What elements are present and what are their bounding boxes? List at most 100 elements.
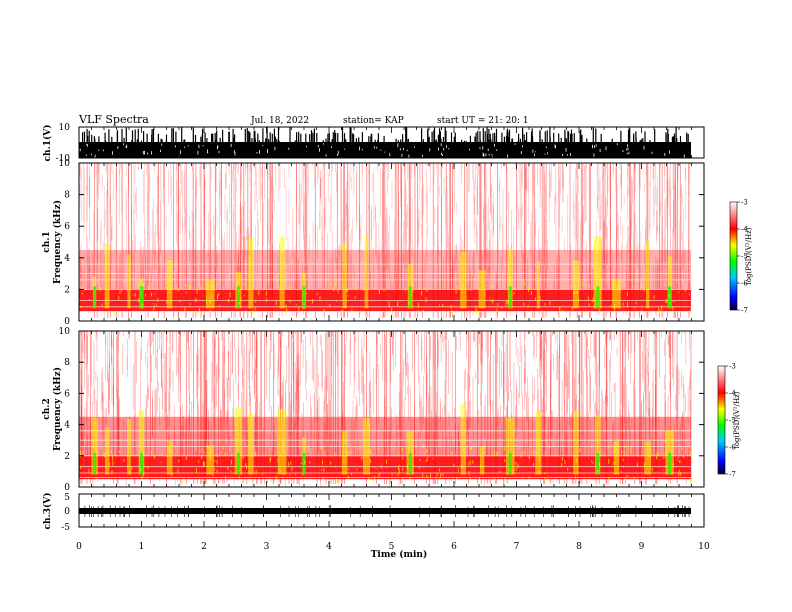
spec2-burst	[644, 441, 652, 475]
spec1-midband	[79, 249, 691, 290]
ch3-ytick-mid: 0	[64, 507, 70, 517]
x-axis-tick-label: 4	[326, 542, 332, 552]
spec2-burst	[573, 410, 579, 475]
spec1-burst	[612, 279, 621, 309]
spec2-burst	[595, 415, 601, 475]
ch3-ytick-top: 5	[64, 493, 70, 503]
ch2-spectrogram-ylabel-channel: ch.2	[42, 398, 52, 419]
x-axis-tick-label: 10	[698, 542, 710, 552]
x-axis-tick-labels: 0 1 2 3 4 5 6 7 8 9 10	[76, 542, 710, 552]
ch2-colorbar-ticks: -3 -4 -5 -6 -7	[725, 363, 736, 479]
ch1-spectrogram-yticks: 0 2 4 6 8 10	[59, 159, 704, 327]
x-axis-tick-label: 5	[389, 542, 395, 552]
ch2-spectrogram-ytick-label: 8	[64, 358, 70, 368]
ch1-waveform-gaps	[79, 143, 685, 159]
spec2-low-dots	[80, 445, 692, 484]
ch1-colorbar	[729, 201, 738, 311]
ch3-waveform-trace	[79, 508, 691, 514]
x-axis-tick-label: 9	[639, 542, 645, 552]
x-axis-tick-label: 3	[264, 542, 270, 552]
spec2-burst-core	[668, 452, 672, 475]
spec1-burst-core	[302, 286, 306, 309]
ch2-spectrogram-ytick-label: 2	[64, 452, 70, 462]
spec2-burst	[206, 445, 214, 475]
spec2-burst	[505, 417, 515, 475]
spec1-burst	[536, 261, 540, 309]
ch2-spectrogram-yticks: 0 2 4 6 8 10	[59, 327, 704, 493]
x-axis-tick-label: 8	[576, 542, 582, 552]
ch2-spectrogram-ytick-label: 10	[59, 327, 71, 337]
spec1-burst	[364, 235, 369, 309]
x-axis-tick-label: 2	[201, 542, 207, 552]
spec2-burst	[91, 417, 98, 475]
chart-title: VLF Spectra	[78, 113, 149, 126]
spec1-low-dots	[79, 276, 692, 315]
ch1-ytick-top: 10	[59, 123, 71, 133]
spec2-burst	[460, 403, 466, 475]
spec2-burst	[535, 411, 542, 475]
spec1-burst	[478, 270, 486, 309]
station-label: station= KAP	[343, 116, 404, 126]
spec2-burst	[363, 417, 370, 475]
ch1-spectrogram-ytick-label: 8	[64, 191, 70, 201]
x-axis-tick-label: 0	[76, 542, 82, 552]
spec1-burst	[127, 254, 131, 309]
spec1-burst-core	[140, 286, 143, 309]
ch1-colorbar-ticks: -3 -4 -5 -6 -7	[737, 199, 748, 315]
spec2-burst-core	[93, 452, 97, 475]
spec2-burst	[665, 430, 674, 475]
ch1-colorbar-tick-label: -7	[741, 307, 748, 315]
spec1-burst	[507, 248, 513, 309]
ch2-spectrogram-image	[79, 331, 692, 487]
ch2-spectrogram-ytick-label: 6	[64, 389, 70, 399]
ch1-waveform-spikes	[82, 127, 689, 142]
start-time-label: start UT = 21: 20: 1	[437, 116, 529, 126]
spec2-burst	[248, 413, 254, 475]
ch1-colorbar-tick-label: -3	[741, 199, 748, 207]
spec2-burst-core	[508, 452, 512, 475]
ch1-spectrogram-image	[79, 163, 692, 321]
spec2-burst	[166, 441, 173, 475]
x-axis-tick-label: 6	[451, 542, 457, 552]
ch3-ylabel: ch.3(V)	[42, 493, 53, 530]
ch3-waveform-spike-lines	[84, 505, 690, 517]
spec2-burst-core	[140, 452, 143, 475]
spec1-burst-core	[408, 286, 412, 309]
ch1-waveform-base	[79, 142, 691, 158]
spec1-burst-core	[236, 286, 240, 309]
ch1-colorbar-tick-label: -5	[741, 253, 748, 261]
spec1-burst-core	[93, 286, 97, 309]
spec2-burst	[234, 407, 243, 475]
spec1-burst	[104, 243, 110, 309]
x-axis-label: Time (min)	[371, 549, 428, 560]
ch1-colorbar-tick-label: -6	[741, 280, 748, 288]
spec2-burst	[127, 419, 131, 475]
ch2-colorbar-label: log(PSD)(V²/Hz)	[733, 391, 741, 448]
spec1-burst	[646, 240, 650, 309]
spec1-burst	[206, 279, 215, 309]
spec2-burst-core	[596, 452, 600, 475]
ch1-colorbar-tick-label: -4	[741, 226, 748, 234]
spec2-burst	[105, 427, 110, 475]
spec2-burst	[480, 446, 485, 475]
x-axis-tick-label: 1	[139, 542, 145, 552]
ch1-spectrogram-ytick-label: 0	[64, 317, 70, 327]
spec2-burst-core	[236, 452, 240, 475]
x-axis-tick-label: 7	[514, 542, 520, 552]
ch1-spectrogram-ylabel-frequency: Frequency (kHz)	[52, 200, 63, 284]
spec2-burst-core	[408, 452, 412, 475]
ch2-colorbar-tick-label: -7	[729, 471, 736, 479]
x-axis-tick-marks	[78, 127, 705, 527]
ch1-spectrogram-ylabel-channel: ch.1	[42, 231, 52, 252]
spec1-impulses	[94, 163, 690, 318]
spec2-burst	[277, 409, 287, 475]
ch2-colorbar-tick-label: -4	[729, 390, 736, 398]
ch2-colorbar-tick-label: -6	[729, 444, 736, 452]
spec1-burst-core	[668, 286, 672, 309]
spec2-burst	[613, 441, 620, 475]
ch2-spectrogram-ylabel-frequency: Frequency (kHz)	[52, 367, 63, 451]
ch1-ytick-bottom: -10	[56, 154, 71, 164]
